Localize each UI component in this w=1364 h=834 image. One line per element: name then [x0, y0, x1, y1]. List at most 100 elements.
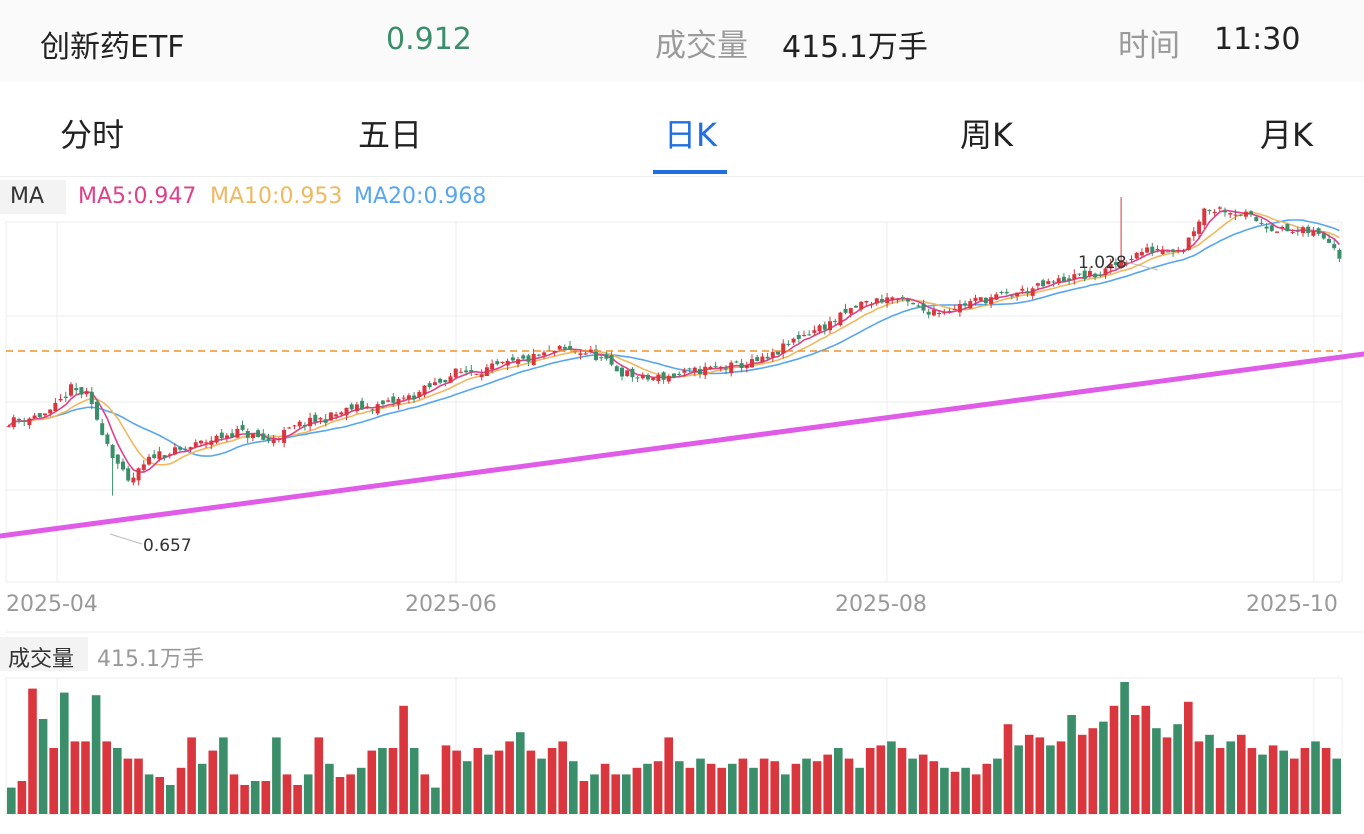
volume-bar [452, 750, 461, 814]
candle-body [448, 376, 453, 383]
volume-bar [526, 750, 536, 814]
candle-body [1264, 226, 1269, 229]
candle-body [848, 308, 853, 314]
volume-bar [187, 737, 196, 814]
candle-body [1082, 270, 1087, 279]
candle-body [79, 387, 84, 395]
ma-label: MA [10, 184, 45, 209]
candle-body [438, 378, 443, 383]
candle-body [755, 357, 760, 362]
candle-body [115, 454, 120, 464]
candle-body [625, 370, 630, 376]
volume-bar [505, 741, 514, 814]
volume-bar [272, 737, 281, 814]
candle-body [1051, 281, 1056, 283]
volume-bar [240, 785, 249, 814]
candle-body [583, 353, 588, 355]
candle-body [396, 398, 401, 405]
volume-bar [123, 758, 133, 814]
support-trendline [0, 351, 1364, 539]
candle-body [1337, 250, 1342, 259]
candle-body [1056, 278, 1061, 284]
volume-bar [516, 732, 525, 814]
tab-weekly-k[interactable]: 周K [960, 116, 1013, 154]
ma10-value: MA10:0.953 [210, 184, 343, 209]
x-tick-label: 2025-08 [835, 592, 927, 617]
tab-daily-k[interactable]: 日K [664, 116, 717, 154]
candle-body [828, 321, 832, 331]
candle-body [931, 310, 936, 316]
last-price: 0.912 [386, 22, 472, 57]
volume-bar [409, 748, 419, 814]
ma5-value: MA5:0.947 [78, 184, 197, 209]
ma20-value: MA20:0.968 [354, 184, 487, 209]
volume-bar [865, 748, 875, 814]
volume-bar [759, 758, 769, 814]
volume-bar [1014, 745, 1023, 814]
candle-body [957, 304, 962, 313]
tab-intraday[interactable]: 分时 [60, 116, 125, 154]
candle-body [1275, 231, 1279, 233]
volume-bar [961, 767, 970, 814]
candle-body [370, 409, 375, 411]
volume-bar [250, 781, 260, 814]
candle-body [121, 461, 125, 470]
volume-bar [1194, 741, 1204, 814]
volume-bar [81, 741, 90, 814]
candle-body [1316, 228, 1321, 234]
candle-body [1098, 274, 1103, 276]
candle-body [698, 369, 702, 374]
ma-selector[interactable]: MA [0, 180, 66, 214]
volume-bar [897, 748, 907, 814]
chart-period-tabs: 分时 五日 日K 周K 月K [0, 84, 1364, 177]
candle-body [578, 353, 583, 355]
candle-body [1233, 214, 1238, 216]
quote-header: 创新药ETF 0.912 成交量 415.1万手 时间 11:30 [0, 0, 1364, 82]
candle-body [802, 334, 806, 336]
candle-body [74, 388, 79, 391]
volume-bar [876, 745, 886, 814]
candle-body [1015, 292, 1020, 297]
candle-body [1280, 227, 1285, 229]
tab-five-day[interactable]: 五日 [358, 116, 423, 154]
candle-body [53, 402, 58, 411]
candle-body [1306, 226, 1311, 234]
candle-body [1228, 213, 1233, 215]
candle-body [703, 366, 708, 376]
tab-monthly-k[interactable]: 月K [1260, 116, 1313, 154]
candle-body [978, 297, 983, 301]
volume-bar [950, 771, 960, 814]
volume-selector[interactable]: 成交量 [0, 637, 88, 672]
candle-body [822, 324, 827, 330]
volume-bar [1152, 728, 1161, 814]
candle-body [807, 334, 812, 336]
candle-body [817, 325, 822, 332]
candle-body [271, 439, 276, 444]
candle-body [1087, 271, 1092, 276]
candle-body [1093, 273, 1098, 278]
candle-body [1103, 268, 1108, 275]
candle-body [1150, 246, 1155, 253]
candle-body [167, 454, 172, 456]
candle-body [1321, 233, 1326, 239]
candle-body [614, 366, 619, 372]
volume-bar [1141, 705, 1151, 814]
candle-body [386, 400, 391, 402]
candle-body [911, 302, 916, 305]
candle-body [1134, 252, 1139, 259]
max-annotation-line [1125, 261, 1159, 271]
volume-bar [993, 758, 1002, 814]
candle-body [251, 434, 255, 438]
volume-label: 成交量 [655, 28, 748, 64]
candle-body [344, 407, 349, 416]
candle-body [843, 308, 848, 313]
volume-bar [706, 763, 716, 814]
volume-bar [1247, 748, 1257, 814]
candle-body [131, 477, 136, 483]
candle-body [1332, 244, 1337, 249]
candle-body [401, 397, 406, 399]
volume-bar [929, 761, 939, 814]
candle-body [406, 395, 411, 400]
candle-body [864, 301, 869, 303]
